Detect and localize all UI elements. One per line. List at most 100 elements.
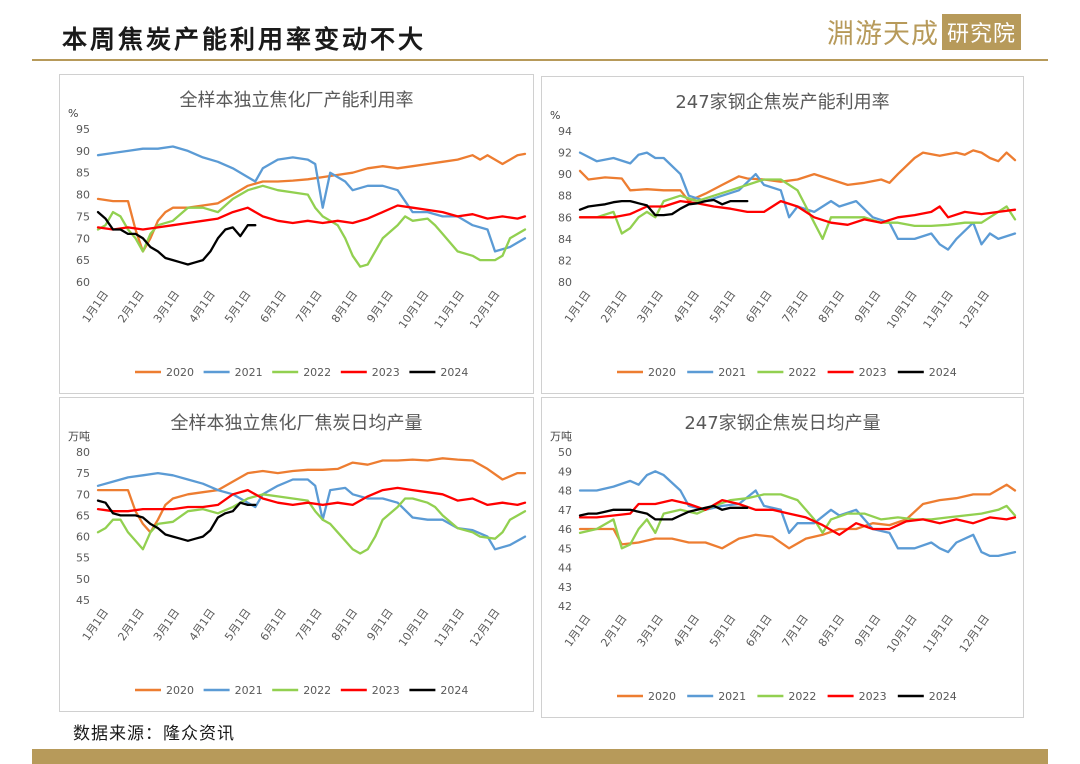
- y-tick-label: 60: [76, 276, 90, 289]
- legend-label: 2021: [235, 684, 263, 697]
- y-tick-label: 85: [76, 167, 90, 180]
- x-tick-label: 6月1日: [258, 288, 289, 325]
- x-tick-label: 5月1日: [222, 606, 253, 643]
- x-tick-label: 11月1日: [432, 288, 467, 331]
- x-tick-label: 6月1日: [258, 606, 289, 643]
- x-tick-label: 2月1日: [115, 288, 146, 325]
- page-title: 本周焦炭产能利用率变动不大: [62, 25, 427, 54]
- x-tick-label: 6月1日: [743, 612, 774, 649]
- bottom-bar: [32, 749, 1048, 764]
- legend-label: 2023: [859, 690, 887, 703]
- y-tick-label: 82: [558, 254, 572, 267]
- chart-title: 全样本独立焦化厂产能利用率: [180, 90, 414, 111]
- y-tick-label: 95: [76, 123, 90, 136]
- x-tick-label: 7月1日: [293, 606, 324, 643]
- chart-steel-utilization: 247家钢企焦炭产能利用率% 80 82 84 86 88 90 92 94 1月1日 2月1日 3月…: [550, 92, 1017, 379]
- x-tick-label: 9月1日: [852, 288, 883, 325]
- chart-panel-independent-utilization: 全样本独立焦化厂产能利用率% 60 65 70 75 80 85 90 95 1月1日 2月1日 3月…: [59, 74, 534, 394]
- legend-label: 2023: [859, 366, 887, 379]
- y-tick-label: 50: [76, 573, 90, 586]
- x-tick-label: 11月1日: [921, 612, 956, 655]
- legend-label: 2022: [788, 690, 816, 703]
- series-line-2023: [578, 199, 1017, 226]
- y-tick-label: 45: [558, 542, 572, 555]
- y-unit-label: 万吨: [550, 430, 572, 443]
- y-tick-label: 75: [76, 210, 90, 223]
- legend-label: 2024: [440, 684, 468, 697]
- x-tick-label: 12月1日: [957, 612, 992, 655]
- y-tick-label: 46: [558, 523, 572, 536]
- chart-title: 247家钢企焦炭产能利用率: [675, 92, 889, 113]
- y-tick-label: 86: [558, 211, 572, 224]
- x-tick-label: 3月1日: [151, 288, 182, 325]
- x-tick-label: 5月1日: [707, 612, 738, 649]
- x-tick-label: 3月1日: [635, 612, 666, 649]
- y-tick-label: 80: [76, 189, 90, 202]
- x-tick-label: 12月1日: [467, 606, 502, 649]
- x-tick-label: 10月1日: [396, 288, 431, 331]
- y-tick-label: 80: [558, 276, 572, 289]
- series-line-2024: [96, 499, 257, 542]
- series-line-2021: [578, 151, 1017, 251]
- y-tick-label: 50: [558, 446, 572, 459]
- x-tick-label: 10月1日: [396, 606, 431, 649]
- title-divider: [32, 59, 1048, 61]
- x-tick-label: 12月1日: [467, 288, 502, 331]
- y-tick-label: 90: [558, 168, 572, 181]
- y-tick-label: 42: [558, 600, 572, 613]
- x-tick-label: 8月1日: [816, 288, 847, 325]
- y-tick-label: 84: [558, 233, 572, 246]
- legend-label: 2024: [440, 366, 468, 379]
- x-tick-label: 9月1日: [365, 606, 396, 643]
- series-line-2024: [578, 504, 749, 521]
- y-tick-label: 70: [76, 232, 90, 245]
- x-tick-label: 9月1日: [852, 612, 883, 649]
- y-tick-label: 88: [558, 190, 572, 203]
- y-unit-label: 万吨: [68, 430, 90, 443]
- x-tick-label: 7月1日: [780, 612, 811, 649]
- x-tick-label: 5月1日: [222, 288, 253, 325]
- series-line-2020: [578, 483, 1017, 550]
- chart-panel-steel-utilization: 247家钢企焦炭产能利用率% 80 82 84 86 88 90 92 94 1月1日 2月1日 3月…: [541, 76, 1024, 394]
- x-tick-label: 7月1日: [780, 288, 811, 325]
- x-tick-label: 8月1日: [329, 606, 360, 643]
- x-tick-label: 12月1日: [957, 288, 992, 331]
- y-tick-label: 47: [558, 504, 572, 517]
- y-tick-label: 70: [76, 488, 90, 501]
- brand-logo: 淵游天成 研究院: [827, 12, 1022, 51]
- legend-label: 2024: [929, 366, 957, 379]
- logo-box: 研究院: [942, 13, 1022, 50]
- x-tick-label: 3月1日: [151, 606, 182, 643]
- x-tick-label: 11月1日: [432, 606, 467, 649]
- y-tick-label: 65: [76, 254, 90, 267]
- x-tick-label: 10月1日: [884, 288, 919, 331]
- series-line-2022: [96, 184, 527, 268]
- y-tick-label: 48: [558, 485, 572, 498]
- series-line-2020: [96, 457, 527, 534]
- chart-panel-independent-output: 全样本独立焦化厂焦炭日均产量 万吨 45 50 55 60 65 70 75 80 1月1日 2月1日…: [59, 397, 534, 712]
- y-tick-label: 45: [76, 594, 90, 607]
- series-line-2020: [578, 149, 1017, 203]
- x-tick-label: 1月1日: [562, 612, 593, 649]
- x-tick-label: 6月1日: [743, 288, 774, 325]
- y-tick-label: 90: [76, 145, 90, 158]
- chart-independent-utilization: 全样本独立焦化厂产能利用率% 60 65 70 75 80 85 90 95 1月1日 2月1日 3月…: [68, 90, 527, 379]
- series-line-2024: [96, 210, 257, 266]
- legend-label: 2020: [166, 684, 194, 697]
- y-tick-label: 55: [76, 552, 90, 565]
- y-tick-label: 92: [558, 147, 572, 160]
- legend-label: 2020: [648, 366, 676, 379]
- x-tick-label: 3月1日: [635, 288, 666, 325]
- chart-title: 全样本独立焦化厂焦炭日均产量: [171, 413, 423, 434]
- series-line-2022: [96, 493, 527, 555]
- series-line-2023: [96, 204, 527, 231]
- x-tick-label: 7月1日: [293, 288, 324, 325]
- series-line-2023: [96, 486, 527, 513]
- legend-label: 2020: [166, 366, 194, 379]
- legend-label: 2022: [303, 684, 331, 697]
- legend-label: 2022: [788, 366, 816, 379]
- x-tick-label: 4月1日: [187, 288, 218, 325]
- x-tick-label: 8月1日: [329, 288, 360, 325]
- x-tick-label: 4月1日: [671, 288, 702, 325]
